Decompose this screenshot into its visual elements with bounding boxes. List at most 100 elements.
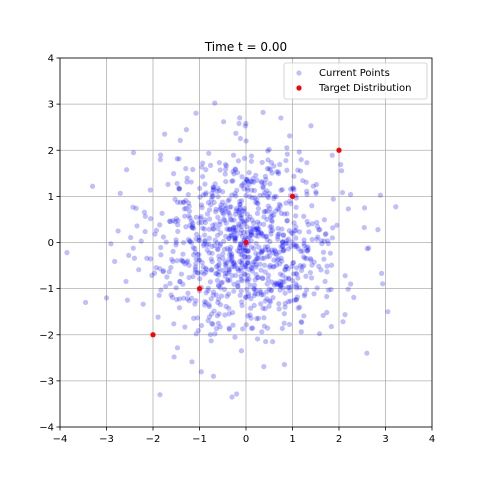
current-point xyxy=(213,270,219,277)
current-point xyxy=(234,266,240,272)
current-point xyxy=(199,173,206,180)
current-point xyxy=(243,138,249,144)
current-point xyxy=(274,252,280,258)
current-point xyxy=(246,234,253,240)
current-point xyxy=(263,176,269,183)
current-point xyxy=(265,325,271,331)
current-point xyxy=(237,201,243,208)
current-point xyxy=(293,242,299,248)
current-point xyxy=(230,259,237,265)
current-point xyxy=(148,216,154,222)
current-point xyxy=(231,171,237,177)
current-point xyxy=(214,188,220,194)
current-point xyxy=(220,255,226,261)
current-point xyxy=(270,339,276,345)
current-point xyxy=(267,167,274,173)
current-point xyxy=(247,214,253,220)
current-point xyxy=(216,261,222,267)
current-point xyxy=(248,178,254,184)
current-point xyxy=(295,246,302,252)
current-point xyxy=(307,269,313,276)
current-point xyxy=(202,219,208,226)
current-point xyxy=(256,221,263,227)
current-point xyxy=(231,281,237,287)
current-point xyxy=(215,282,222,288)
current-point xyxy=(228,244,234,251)
current-point xyxy=(233,130,239,136)
current-point xyxy=(238,348,245,354)
current-point xyxy=(245,248,251,254)
current-point xyxy=(226,326,232,332)
current-point xyxy=(300,177,306,184)
current-point xyxy=(214,240,220,246)
current-point xyxy=(130,204,136,210)
current-point xyxy=(206,226,212,232)
current-point xyxy=(260,233,266,239)
current-point xyxy=(229,251,235,257)
current-point xyxy=(261,364,267,370)
current-point xyxy=(258,301,264,307)
current-point xyxy=(160,234,167,240)
current-point xyxy=(233,193,239,199)
current-point xyxy=(210,373,217,379)
current-point xyxy=(136,267,142,273)
current-point xyxy=(198,219,205,226)
current-point xyxy=(196,257,202,263)
current-point xyxy=(294,294,300,300)
x-tick-label: −1 xyxy=(192,434,207,445)
current-point xyxy=(266,303,272,309)
current-point xyxy=(261,323,268,329)
current-point xyxy=(130,150,137,156)
current-point xyxy=(280,232,286,239)
current-point xyxy=(175,222,181,228)
current-point xyxy=(265,244,271,250)
current-point xyxy=(321,217,327,223)
current-point xyxy=(205,285,211,291)
current-point xyxy=(198,214,204,220)
current-point xyxy=(186,262,192,268)
current-point xyxy=(264,296,270,302)
current-point xyxy=(211,308,217,314)
current-point xyxy=(218,230,224,236)
current-point xyxy=(250,262,256,268)
current-point xyxy=(231,261,238,267)
current-point xyxy=(241,248,247,254)
current-point xyxy=(250,225,256,231)
current-point xyxy=(304,255,310,262)
current-point xyxy=(286,276,292,282)
current-point xyxy=(250,175,256,182)
current-point xyxy=(214,232,221,238)
current-point xyxy=(235,280,241,286)
current-point xyxy=(328,262,335,268)
current-point xyxy=(223,303,229,310)
current-point xyxy=(193,256,199,262)
current-point xyxy=(226,235,232,242)
current-point xyxy=(320,249,327,255)
current-point xyxy=(302,255,308,261)
current-point xyxy=(215,214,221,220)
current-point xyxy=(239,278,245,284)
current-point xyxy=(189,224,195,230)
current-point xyxy=(287,133,293,139)
current-point xyxy=(285,246,292,252)
current-point xyxy=(267,298,273,304)
current-point xyxy=(328,323,334,330)
current-point xyxy=(203,190,209,196)
current-point xyxy=(253,264,259,270)
current-point xyxy=(276,201,282,207)
current-point xyxy=(196,237,202,243)
current-point xyxy=(166,269,172,275)
current-point xyxy=(280,243,286,250)
current-point xyxy=(242,244,248,250)
current-point xyxy=(199,269,205,275)
current-point xyxy=(223,163,229,169)
current-point xyxy=(245,235,251,241)
current-point xyxy=(203,269,209,275)
current-point xyxy=(245,313,251,319)
current-point xyxy=(189,240,195,246)
current-point xyxy=(238,242,244,248)
current-point xyxy=(216,265,222,272)
current-point xyxy=(255,229,261,235)
current-point xyxy=(238,224,244,230)
current-point xyxy=(82,299,89,306)
